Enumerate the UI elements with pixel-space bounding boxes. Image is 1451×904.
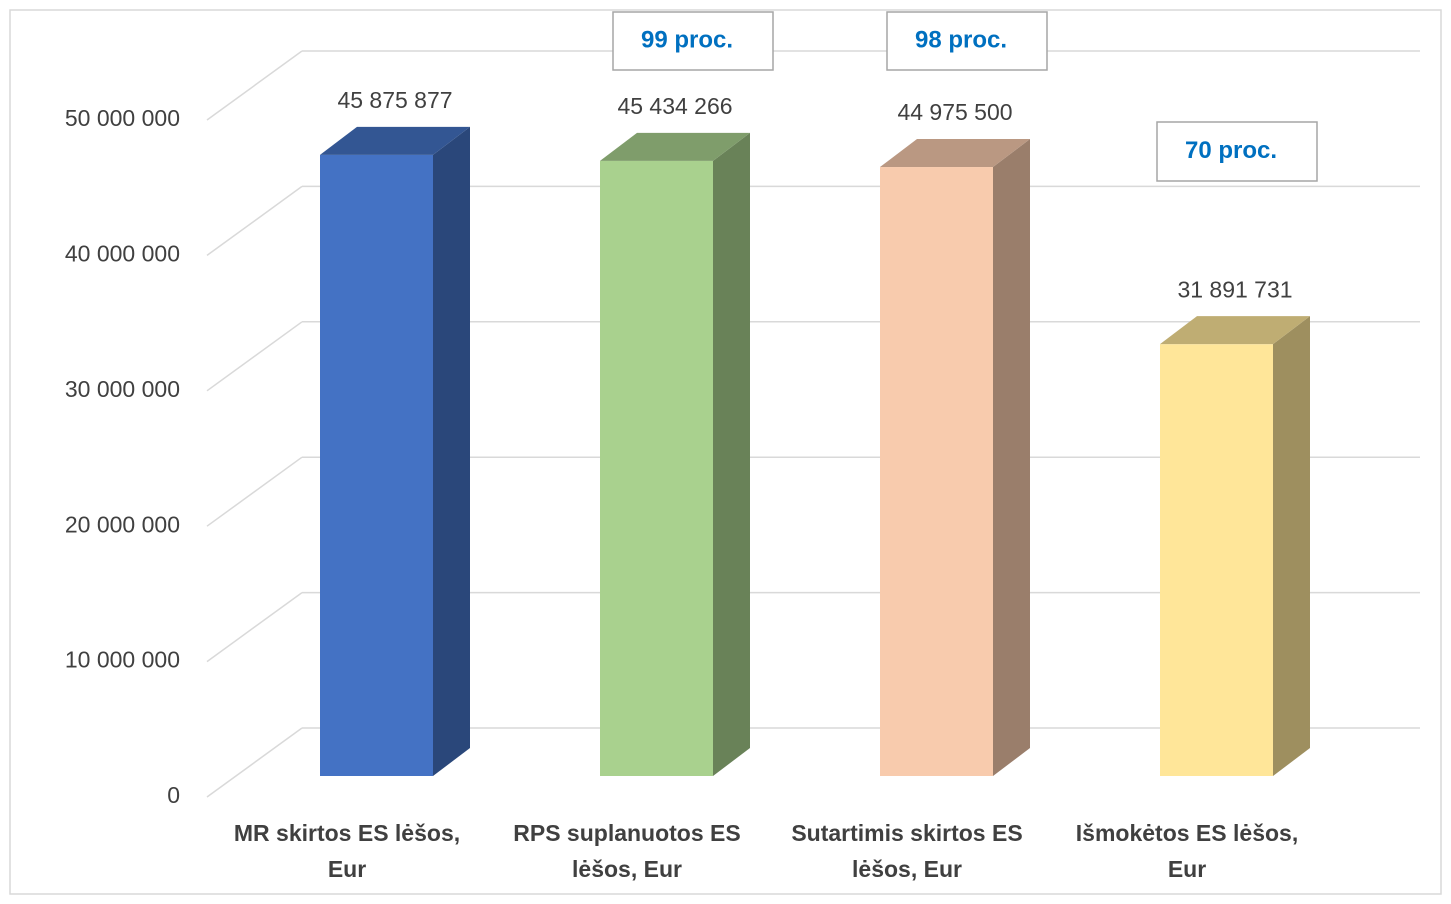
x-tick-label: Eur (328, 856, 366, 882)
bar (320, 154, 433, 776)
grid-line (206, 591, 303, 663)
y-tick-label: 20 000 000 (65, 511, 180, 537)
value-label: 45 434 266 (617, 93, 732, 119)
bar-top (880, 139, 1030, 168)
grid-line (206, 321, 303, 392)
grid-line (206, 456, 303, 527)
y-tick-label: 0 (167, 782, 180, 808)
y-tick-label: 30 000 000 (65, 376, 180, 402)
grid-line (206, 727, 303, 798)
y-tick-label: 10 000 000 (65, 647, 180, 673)
x-tick-label: lėšos, Eur (572, 856, 682, 882)
bar (600, 160, 713, 776)
bar-side (713, 132, 750, 776)
x-tick-label: lėšos, Eur (852, 856, 962, 882)
bar (1160, 344, 1273, 776)
grid-line (206, 50, 303, 121)
bar (880, 167, 993, 776)
bar-side (1273, 316, 1310, 776)
annotation: 70 proc. (1185, 137, 1277, 164)
value-label: 31 891 731 (1177, 276, 1292, 302)
annotation: 98 proc. (915, 26, 1007, 53)
annotation-box (886, 11, 1048, 71)
value-label: 44 975 500 (897, 99, 1012, 125)
bar-top (600, 132, 750, 161)
x-tick-label: Išmokėtos ES lėšos, (1076, 820, 1298, 846)
bar-top (1160, 316, 1310, 345)
bar-side (993, 139, 1030, 776)
x-tick-label: Sutartimis skirtos ES (791, 820, 1022, 846)
grid-line (206, 185, 303, 257)
bar-top (320, 126, 470, 155)
annotation-box (612, 11, 774, 71)
x-tick-label: RPS suplanuotos ES (513, 820, 740, 846)
x-tick-label: Eur (1168, 856, 1206, 882)
annotation: 99 proc. (641, 26, 733, 53)
y-tick-label: 50 000 000 (65, 105, 180, 131)
y-tick-label: 40 000 000 (65, 240, 180, 266)
x-tick-label: MR skirtos ES lėšos, (234, 820, 460, 846)
bar-side (433, 126, 470, 776)
annotation-box (1156, 121, 1318, 182)
value-label: 45 875 877 (337, 87, 452, 113)
